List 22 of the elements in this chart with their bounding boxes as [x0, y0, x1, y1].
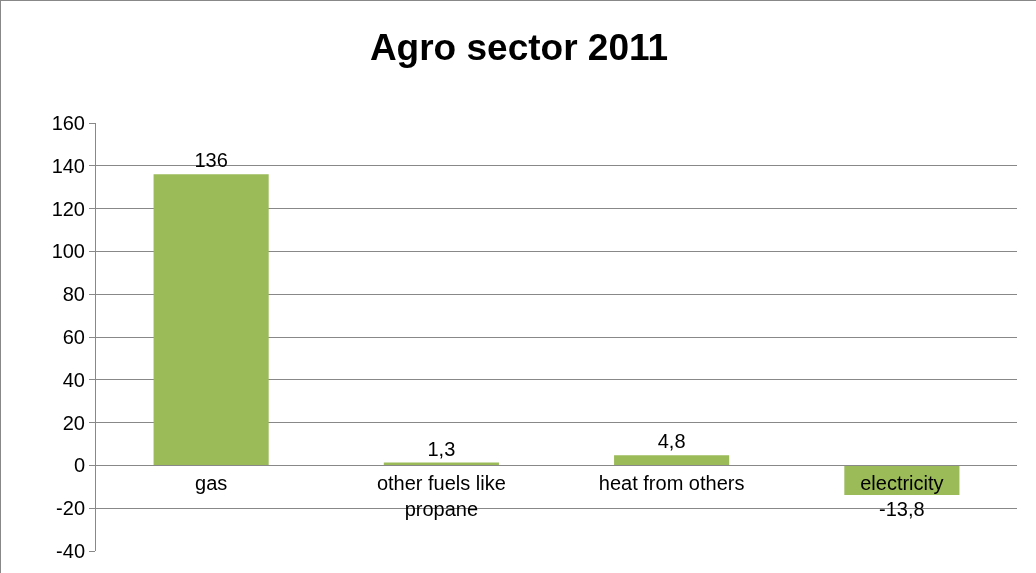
y-tick-label: 80	[62, 283, 85, 306]
x-tick-label: electricity	[860, 472, 944, 495]
y-tick-label: 20	[62, 411, 85, 434]
y-tick-label: 160	[51, 112, 85, 134]
data-label: 1,3	[427, 437, 456, 460]
data-label: -13,8	[879, 497, 925, 520]
bar	[614, 455, 730, 466]
y-tick-label: 40	[62, 368, 85, 391]
x-tick-label: gas	[195, 472, 228, 495]
y-tick-label: -20	[56, 497, 85, 520]
bar	[153, 174, 269, 466]
chart-title: Agro sector 2011	[369, 26, 669, 68]
x-tick-label: heat from others	[598, 472, 745, 495]
y-tick-label: 140	[51, 154, 85, 177]
y-tick-label: 60	[62, 326, 85, 348]
x-tick-label: other fuels like propane	[376, 472, 506, 521]
y-tick-label: -40	[56, 540, 85, 562]
data-label: 4,8	[657, 430, 686, 453]
y-tick-label: 120	[51, 197, 85, 220]
data-label: 136	[194, 149, 228, 172]
y-tick-label: 0	[73, 454, 85, 477]
y-tick-label: 100	[51, 240, 85, 263]
